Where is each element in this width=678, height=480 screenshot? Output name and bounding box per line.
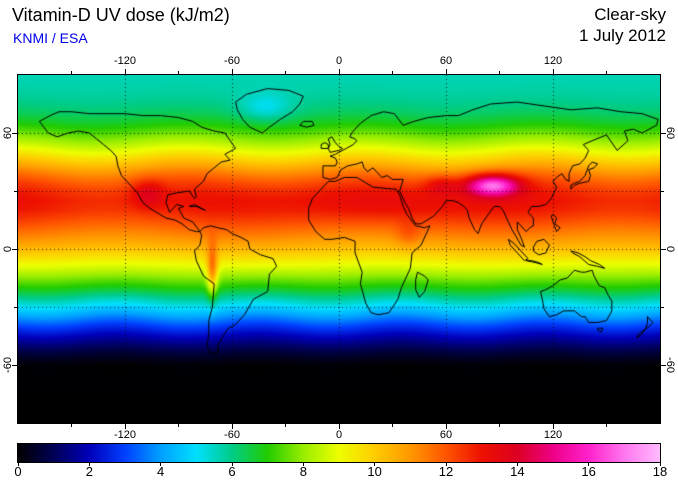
- lon-minor-tick: [392, 424, 393, 427]
- lat-minor-tick: [14, 306, 17, 308]
- lon-tick-label: -60: [224, 429, 240, 441]
- lon-tick-label: 0: [335, 55, 343, 67]
- colorbar-frame: [17, 443, 661, 463]
- colorbar-canvas: [18, 444, 660, 462]
- lat-tick-label: 60: [664, 126, 676, 140]
- lat-tick: [661, 132, 666, 134]
- lon-tick: [124, 69, 126, 74]
- lat-tick: [12, 132, 17, 134]
- date-label: 1 July 2012: [579, 26, 666, 45]
- colorbar-tick: [160, 463, 162, 466]
- colorbar-tick: [588, 463, 590, 466]
- lon-tick: [338, 424, 340, 429]
- colorbar-tick-label: 6: [228, 464, 236, 479]
- lon-tick-label: 0: [335, 429, 343, 441]
- lon-minor-tick: [285, 71, 286, 74]
- colorbar-tick-label: 0: [14, 464, 22, 479]
- lon-tick-label: 120: [543, 429, 563, 441]
- lon-tick: [231, 424, 233, 429]
- lon-minor-tick: [606, 424, 607, 427]
- colorbar-tick: [445, 463, 447, 466]
- lon-minor-tick: [499, 71, 500, 74]
- colorbar-tick-label: 16: [581, 464, 596, 479]
- colorbar-tick-label: 18: [652, 464, 668, 479]
- colorbar-tick: [231, 463, 233, 466]
- map-frame: [17, 74, 661, 424]
- uv-heatmap-canvas: [18, 75, 660, 423]
- colorbar-tick: [17, 463, 19, 466]
- lon-tick-label: 60: [439, 429, 453, 441]
- colorbar-tick-label: 4: [157, 464, 165, 479]
- lat-minor-tick: [14, 190, 17, 192]
- lat-tick: [12, 364, 17, 366]
- lon-minor-tick: [606, 71, 607, 74]
- header-right: Clear-sky 1 July 2012: [579, 4, 666, 46]
- lon-minor-tick: [178, 71, 179, 74]
- lon-minor-tick: [178, 424, 179, 427]
- lon-tick-label: -120: [113, 429, 137, 441]
- lat-tick-label: -60: [2, 357, 14, 373]
- lon-tick: [231, 69, 233, 74]
- lat-tick-label: 0: [664, 245, 676, 253]
- lon-tick: [124, 424, 126, 429]
- lat-tick: [661, 248, 666, 250]
- lat-tick-label: 60: [2, 126, 14, 140]
- colorbar-tick: [659, 463, 661, 466]
- lat-tick: [12, 248, 17, 250]
- lon-tick: [445, 424, 447, 429]
- colorbar-tick-label: 12: [438, 464, 454, 479]
- lon-tick-label: -120: [113, 55, 137, 67]
- credit-label: KNMI / ESA: [13, 30, 88, 46]
- lon-tick: [552, 424, 554, 429]
- lon-tick-label: 60: [439, 55, 453, 67]
- chart-title: Vitamin-D UV dose (kJ/m2): [12, 5, 230, 25]
- lon-tick: [338, 69, 340, 74]
- lon-minor-tick: [285, 424, 286, 427]
- lat-minor-tick: [661, 306, 664, 308]
- colorbar-tick: [302, 463, 304, 466]
- lat-tick-label: 0: [2, 245, 14, 253]
- lon-minor-tick: [499, 424, 500, 427]
- lon-tick-label: -60: [224, 55, 240, 67]
- colorbar-tick: [88, 463, 90, 466]
- lon-minor-tick: [392, 71, 393, 74]
- lon-minor-tick: [71, 71, 72, 74]
- colorbar-tick: [374, 463, 376, 466]
- lat-tick-label: -60: [664, 357, 676, 373]
- lat-minor-tick: [661, 190, 664, 192]
- lon-tick: [552, 69, 554, 74]
- colorbar-tick-label: 10: [367, 464, 382, 479]
- colorbar-tick: [516, 463, 518, 466]
- colorbar-tick-label: 8: [299, 464, 307, 479]
- sky-condition-label: Clear-sky: [594, 5, 666, 24]
- colorbar-tick-label: 2: [85, 464, 93, 479]
- lat-tick: [661, 364, 666, 366]
- lon-tick: [445, 69, 447, 74]
- colorbar-tick-label: 14: [510, 464, 525, 479]
- lon-tick-label: 120: [543, 55, 563, 67]
- lon-minor-tick: [71, 424, 72, 427]
